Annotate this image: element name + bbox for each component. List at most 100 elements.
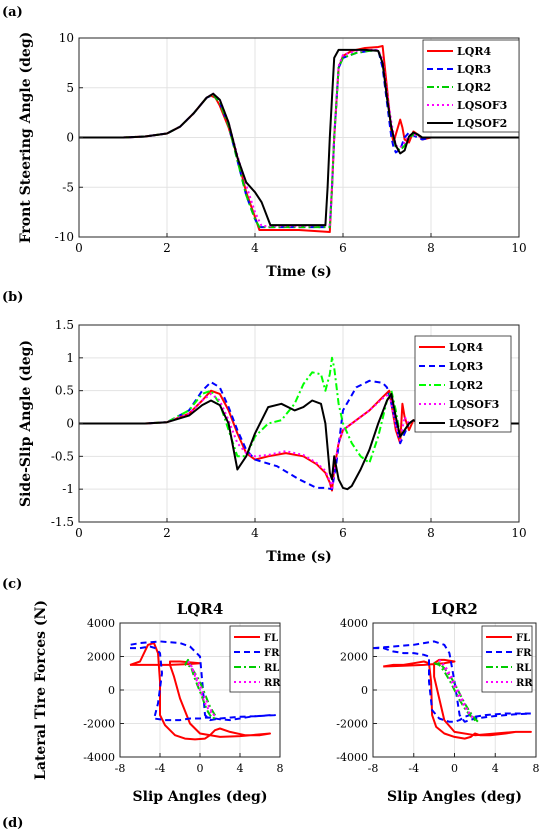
y-tick-label-0: -1.5 bbox=[51, 515, 74, 529]
y-tick-label-4: 0.5 bbox=[55, 384, 74, 398]
panel-label-c: (c) bbox=[2, 577, 22, 592]
legend-label-rr: RR bbox=[264, 678, 281, 689]
y-tick-label-3: 2000 bbox=[340, 651, 368, 664]
series-line-fl bbox=[129, 642, 271, 741]
x-tick-label-3: 6 bbox=[339, 526, 347, 540]
x-tick-label-5: 10 bbox=[511, 526, 526, 540]
series-line-lqr3 bbox=[79, 379, 519, 491]
y-tick-label-3: 2000 bbox=[87, 651, 115, 664]
chart-c-lqr2-tire-forces: -8 -4 0 4 8 -4000 -2000 0 2000 4000 Slip Angles (d… bbox=[336, 600, 539, 805]
series-group bbox=[79, 45, 519, 233]
y-tick-label-0: -4000 bbox=[83, 751, 115, 764]
legend-label-lqsof3: LQSOF3 bbox=[449, 398, 499, 411]
series-line-rl bbox=[184, 658, 217, 720]
x-tick-label-4: 8 bbox=[427, 241, 435, 255]
y-tick-label-1: -2000 bbox=[83, 718, 115, 731]
x-tick-label-4: 8 bbox=[427, 526, 435, 540]
x-tick-label-1: 2 bbox=[163, 241, 171, 255]
y-tick-label-1: -2000 bbox=[336, 718, 368, 731]
series-group bbox=[79, 356, 519, 492]
y-tick-label-4: 4000 bbox=[340, 617, 368, 630]
x-tick-label-0: 0 bbox=[75, 526, 83, 540]
legend-box bbox=[422, 39, 520, 133]
legend-label-lqr2: LQR2 bbox=[457, 81, 491, 94]
legend-label-lqr2: LQR2 bbox=[449, 379, 483, 392]
y-tick-label-2: 0 bbox=[361, 684, 368, 697]
x-tick-label-3: 6 bbox=[339, 241, 347, 255]
legend-label-lqr3: LQR3 bbox=[457, 63, 491, 76]
legend-label-fl: FL bbox=[264, 633, 278, 644]
legend: LQR4 LQR3 LQR2 LQSOF3 LQSOF2 bbox=[414, 335, 512, 433]
y-tick-label-1: -1 bbox=[62, 482, 74, 496]
y-axis-title: Lateral Tire Forces (N) bbox=[33, 600, 49, 780]
x-tick-label-4: 8 bbox=[533, 762, 540, 775]
y-tick-label-3: 0 bbox=[66, 417, 74, 431]
y-tick-label-5: 1 bbox=[66, 351, 74, 365]
x-tick-label-5: 10 bbox=[511, 241, 526, 255]
chart-b-side-slip: 0 2 4 6 8 10 -1.5 -1 -0.5 0 0.5 1 1.5 Time (s) Side-Sl… bbox=[18, 318, 527, 565]
legend-label-fl: FL bbox=[516, 633, 530, 644]
x-tick-label-2: 4 bbox=[251, 526, 259, 540]
legend-label-rl: RL bbox=[516, 663, 531, 674]
series-line-fr bbox=[373, 640, 532, 723]
y-tick-label-0: -4000 bbox=[336, 751, 368, 764]
y-tick-label-6: 1.5 bbox=[55, 318, 74, 332]
chart-title: LQR2 bbox=[431, 600, 478, 618]
y-tick-label-2: 0 bbox=[108, 684, 115, 697]
legend-label-lqsof2: LQSOF2 bbox=[457, 117, 507, 130]
series-line-rr bbox=[187, 660, 215, 717]
x-tick-label-1: 2 bbox=[163, 526, 171, 540]
panel-label-b: (b) bbox=[2, 290, 23, 305]
chart-title: LQR4 bbox=[177, 600, 224, 618]
series-line-fl bbox=[383, 658, 532, 740]
series-line-lqsof3 bbox=[79, 392, 519, 489]
series-line-fr bbox=[129, 640, 276, 722]
series-group bbox=[373, 640, 532, 740]
y-tick-label-2: -0.5 bbox=[51, 449, 74, 463]
x-tick-label-4: 8 bbox=[277, 762, 284, 775]
legend-label-lqr4: LQR4 bbox=[449, 341, 483, 354]
x-tick-label-0: -8 bbox=[368, 762, 379, 775]
y-tick-label-1: -5 bbox=[62, 180, 74, 194]
panel-label-d: (d) bbox=[2, 816, 23, 831]
legend-label-rl: RL bbox=[264, 663, 279, 674]
y-axis-title: Side-Slip Angle (deg) bbox=[18, 340, 34, 507]
x-tick-label-3: 4 bbox=[492, 762, 499, 775]
chart-a-steering-angle: 0 2 4 6 8 10 -10 -5 0 5 10 Time (s) Front Steering A… bbox=[18, 31, 527, 280]
x-axis-title: Slip Angles (deg) bbox=[133, 789, 268, 805]
x-tick-label-2: 4 bbox=[251, 241, 259, 255]
series-line-rr bbox=[438, 659, 475, 720]
legend-label-fr: FR bbox=[264, 648, 280, 659]
x-tick-label-1: -4 bbox=[408, 762, 419, 775]
y-tick-label-2: 0 bbox=[66, 131, 74, 145]
legend: FL FR RL RR bbox=[229, 625, 281, 693]
legend-label-lqr4: LQR4 bbox=[457, 45, 491, 58]
x-axis-title: Time (s) bbox=[266, 549, 331, 565]
x-tick-label-0: -8 bbox=[115, 762, 126, 775]
y-tick-label-4: 4000 bbox=[87, 617, 115, 630]
x-tick-label-3: 4 bbox=[237, 762, 244, 775]
y-tick-label-0: -10 bbox=[55, 230, 74, 244]
x-tick-label-2: 0 bbox=[451, 762, 458, 775]
x-tick-label-1: -4 bbox=[155, 762, 166, 775]
chart-c-lqr4-tire-forces: -8 -4 0 4 8 -4000 -2000 0 2000 4000 Slip Angles (d… bbox=[33, 600, 284, 805]
x-axis-title: Time (s) bbox=[266, 264, 331, 280]
x-tick-label-0: 0 bbox=[75, 241, 83, 255]
legend-label-lqsof3: LQSOF3 bbox=[457, 99, 507, 112]
x-tick-label-2: 0 bbox=[197, 762, 204, 775]
series-line-lqr4 bbox=[79, 389, 519, 492]
x-axis-title: Slip Angles (deg) bbox=[387, 789, 522, 805]
legend-label-lqsof2: LQSOF2 bbox=[449, 417, 499, 430]
panel-label-a: (a) bbox=[2, 5, 23, 20]
series-line-lqsof2 bbox=[79, 48, 519, 227]
legend: LQR4 LQR3 LQR2 LQSOF3 LQSOF2 bbox=[422, 39, 520, 133]
y-tick-label-4: 10 bbox=[59, 31, 74, 45]
legend-label-rr: RR bbox=[516, 678, 533, 689]
y-axis-title: Front Steering Angle (deg) bbox=[18, 32, 34, 244]
legend: FL FR RL RR bbox=[481, 625, 533, 693]
series-group bbox=[129, 640, 276, 741]
series-line-lqsof2 bbox=[79, 392, 519, 491]
legend-label-fr: FR bbox=[516, 648, 532, 659]
y-tick-label-3: 5 bbox=[66, 81, 74, 95]
